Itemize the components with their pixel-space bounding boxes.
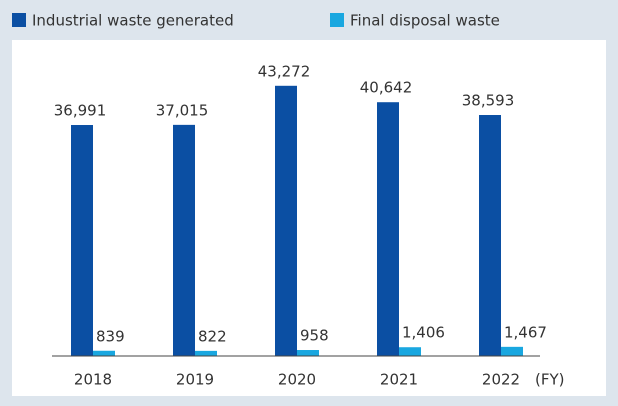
legend-swatch [12,13,26,27]
bar [93,350,115,356]
x-tick-label: 2020 [278,371,316,389]
data-label: 40,642 [360,79,413,97]
bar [399,347,421,356]
data-label: 822 [198,327,227,345]
bar [501,346,523,356]
bar [173,124,195,357]
data-label: 958 [300,327,329,345]
bar [377,102,399,356]
x-tick-label: 2021 [380,371,418,389]
x-tick-label: 2018 [74,371,112,389]
bar [479,115,501,357]
x-axis-label: (FY) [535,371,565,389]
data-label: 1,467 [504,323,547,341]
legend-swatch [330,13,344,27]
plot-panel [12,40,606,396]
bar [71,125,93,357]
legend-label: Industrial waste generated [32,12,234,30]
data-label: 36,991 [54,102,107,120]
data-label: 43,272 [258,62,311,80]
x-tick-label: 2019 [176,371,214,389]
data-label: 1,406 [402,324,445,342]
data-label: 37,015 [156,101,209,119]
bar [195,350,217,356]
legend-label: Final disposal waste [350,12,500,30]
data-label: 38,593 [462,92,515,110]
data-label: 839 [96,327,125,345]
x-tick-label: 2022 [482,371,520,389]
bar [297,350,319,356]
bar [275,85,297,356]
